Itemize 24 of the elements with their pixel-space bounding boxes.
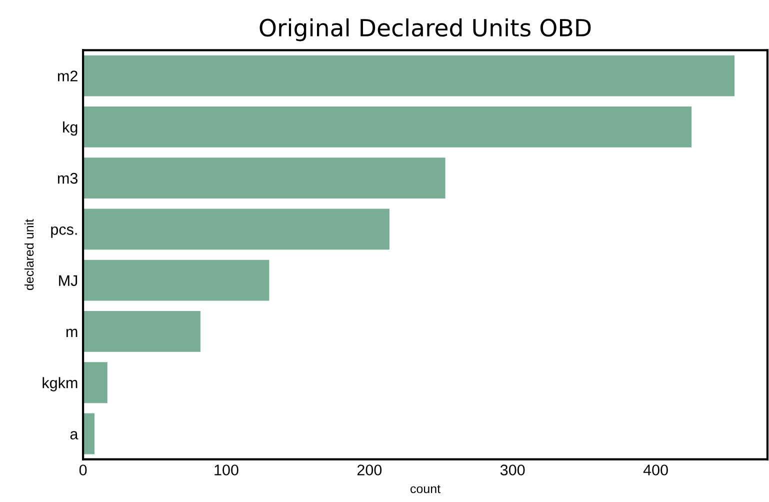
y-tick-label: m [66, 328, 78, 338]
bar [83, 413, 95, 454]
y-tick-label: kgkm [42, 377, 78, 392]
bar [83, 55, 735, 96]
y-tick-label: a [70, 431, 78, 440]
bar [83, 311, 200, 352]
y-tick-label: kg [63, 121, 78, 136]
x-tick-label: 400 [643, 464, 668, 476]
y-tick-label: pcs. [51, 226, 77, 238]
x-tick-label: 200 [357, 464, 382, 476]
y-tick-label: m3 [58, 172, 78, 184]
x-axis-title: count [410, 484, 440, 494]
y-tick-label: MJ [59, 275, 78, 286]
y-tick-label: m2 [58, 70, 78, 82]
x-tick-label: 0 [79, 464, 87, 476]
x-tick-label: 100 [214, 464, 238, 476]
bar [83, 260, 270, 301]
bar [83, 208, 390, 250]
bar [83, 158, 446, 199]
y-axis-title: declared unit [24, 219, 34, 290]
chart-title: Original Declared Units OBD [260, 18, 591, 42]
bar [83, 106, 692, 148]
x-tick-label: 300 [500, 464, 525, 476]
bar [83, 362, 108, 404]
